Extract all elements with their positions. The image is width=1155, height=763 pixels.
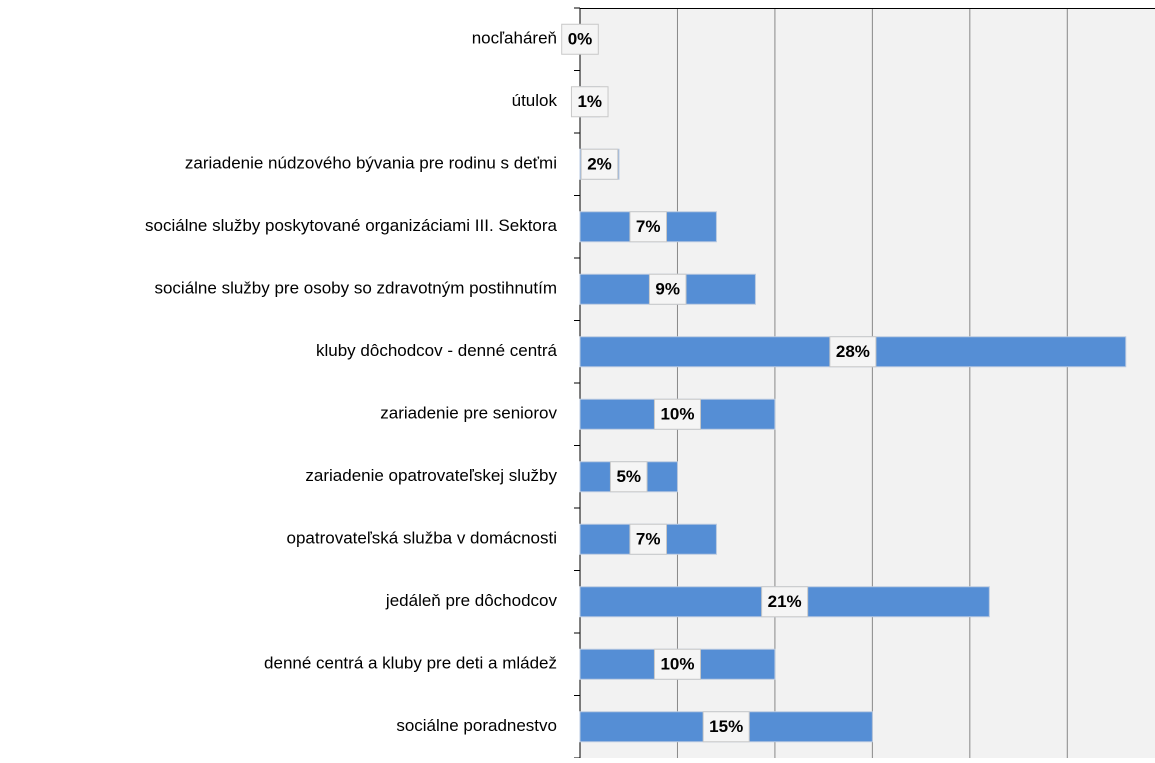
y-tick-label: zariadenie núdzového bývania pre rodinu … [185,154,557,173]
data-label-box [761,586,809,618]
plot-area [580,8,1155,758]
data-label-box [561,23,599,55]
y-tick-label: nocľaháreň [472,29,557,48]
data-label-box [648,273,687,305]
y-tick-label: sociálne služby poskytované organizáciam… [145,216,558,235]
data-label-box [653,398,701,430]
data-label: 15% [709,717,743,736]
data-label-box [702,711,750,743]
y-tick-label: sociálne služby pre osoby so zdravotným … [154,279,557,298]
data-label: 5% [616,467,641,486]
data-label-box [570,86,609,118]
data-label: 7% [636,530,661,549]
y-tick-label: zariadenie opatrovateľskej služby [305,466,557,485]
y-tick-label: sociálne poradnestvo [396,716,557,735]
data-label: 1% [577,92,602,111]
data-label: 7% [636,217,661,236]
data-label-box [653,648,701,680]
y-tick-label: jedáleň pre dôchodcov [385,591,558,610]
y-tick-label: kluby dôchodcov - denné centrá [316,341,558,360]
data-label: 10% [660,405,694,424]
y-tick-label: útulok [512,91,558,110]
data-label: 10% [660,655,694,674]
data-label-box [629,211,668,243]
y-tick-label: opatrovateľská služba v domácnosti [287,529,558,548]
data-label-box [829,336,877,368]
data-label: 28% [836,342,870,361]
data-label-box [609,461,648,493]
data-label: 0% [568,30,593,49]
y-tick-label: zariadenie pre seniorov [380,404,557,423]
data-label: 9% [655,280,680,299]
data-label-box [580,148,619,180]
data-label: 2% [587,155,612,174]
data-label: 21% [768,592,802,611]
y-tick-label: denné centrá a kluby pre deti a mládež [264,654,557,673]
data-label-box [629,523,668,555]
